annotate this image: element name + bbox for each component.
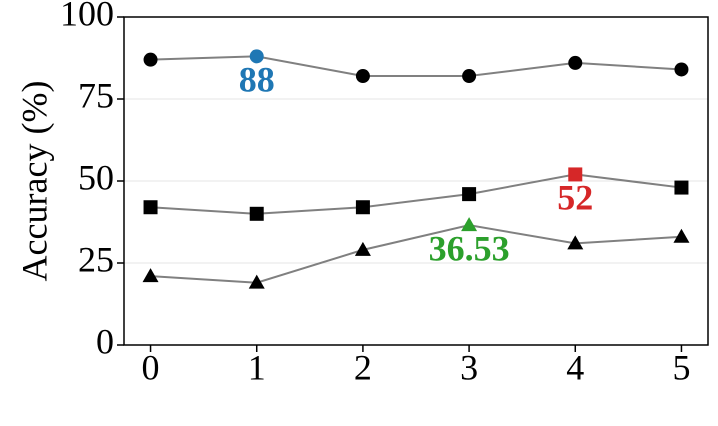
marker: [355, 69, 370, 84]
y-tick-label: 75: [78, 75, 114, 115]
marker: [248, 274, 265, 289]
marker: [674, 180, 689, 195]
series-line: [150, 173, 682, 215]
marker: [462, 187, 477, 202]
marker: [354, 241, 371, 256]
marker: [568, 167, 583, 182]
x-tick-label: 1: [248, 347, 266, 387]
marker: [568, 55, 583, 70]
marker: [355, 200, 370, 215]
y-tick-label: 50: [78, 157, 114, 197]
marker: [142, 268, 159, 283]
y-tick-label: 25: [78, 239, 114, 279]
plot-frame: [123, 16, 709, 346]
marker: [143, 200, 158, 215]
marker: [462, 69, 477, 84]
marker: [461, 217, 478, 232]
series-line: [150, 55, 682, 78]
annotation: 88: [239, 60, 275, 100]
x-tick-label: 3: [460, 347, 478, 387]
marker: [674, 62, 689, 77]
x-tick-label: 0: [142, 347, 160, 387]
x-tick-label: 4: [566, 347, 584, 387]
marker: [249, 49, 264, 64]
x-tick-label: 5: [672, 347, 690, 387]
annotation: 52: [557, 178, 593, 218]
marker: [249, 206, 264, 221]
marker: [567, 235, 584, 250]
y-tick-label: 100: [60, 0, 114, 33]
marker: [673, 228, 690, 243]
series-line: [150, 224, 682, 284]
x-tick-label: 2: [354, 347, 372, 387]
y-tick-label: 0: [96, 321, 114, 361]
marker: [143, 52, 158, 67]
y-axis-label: Accuracy (%): [14, 81, 54, 282]
annotation: 36.53: [429, 228, 510, 268]
